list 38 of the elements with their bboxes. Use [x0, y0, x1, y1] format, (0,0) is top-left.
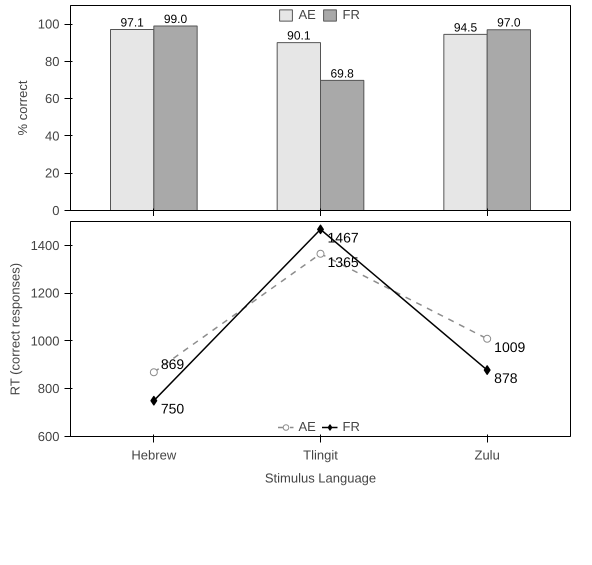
legend-label: FR — [342, 419, 361, 434]
y-tick-label: 1000 — [30, 333, 60, 348]
point — [484, 365, 491, 376]
data-label: 97.0 — [497, 16, 521, 30]
legend-label: FR — [342, 7, 361, 22]
x-tick-label: Hebrew — [131, 448, 177, 462]
x-tick-label: Zulu — [474, 448, 500, 462]
y-axis-title: % correct — [14, 80, 30, 136]
data-label: 97.1 — [120, 16, 144, 30]
data-label: 69.8 — [330, 66, 354, 80]
point — [316, 250, 324, 258]
y-tick-label: 60 — [45, 91, 60, 106]
y-tick-label: 0 — [52, 203, 60, 218]
y-axis-title: RT (correct responses) — [8, 262, 23, 396]
data-label: 1365 — [328, 254, 359, 270]
y-tick-label: 80 — [45, 54, 60, 69]
y-tick-label: 40 — [45, 128, 60, 144]
data-label: 750 — [160, 400, 184, 417]
y-tick-label: 600 — [38, 429, 60, 444]
point — [150, 396, 158, 406]
legend-label: AE — [298, 7, 317, 22]
data-label: 1009 — [494, 338, 526, 355]
data-label: 878 — [494, 370, 518, 386]
data-label: 869 — [160, 356, 184, 372]
point — [483, 334, 492, 343]
data-label: 99.0 — [164, 12, 188, 26]
y-tick-label: 100 — [38, 16, 60, 32]
x-axis-title: Stimulus Language — [264, 470, 376, 486]
point — [150, 368, 158, 376]
legend-label: AE — [298, 419, 317, 434]
y-tick-label: 800 — [38, 381, 60, 396]
y-tick-label: 1400 — [30, 238, 60, 253]
data-label: 1467 — [328, 229, 359, 246]
x-tick-label: Tlingit — [303, 448, 338, 462]
data-label: 94.5 — [454, 20, 478, 34]
y-tick-label: 1200 — [30, 286, 60, 301]
y-tick-label: 20 — [45, 166, 60, 181]
data-label: 90.1 — [287, 28, 311, 43]
